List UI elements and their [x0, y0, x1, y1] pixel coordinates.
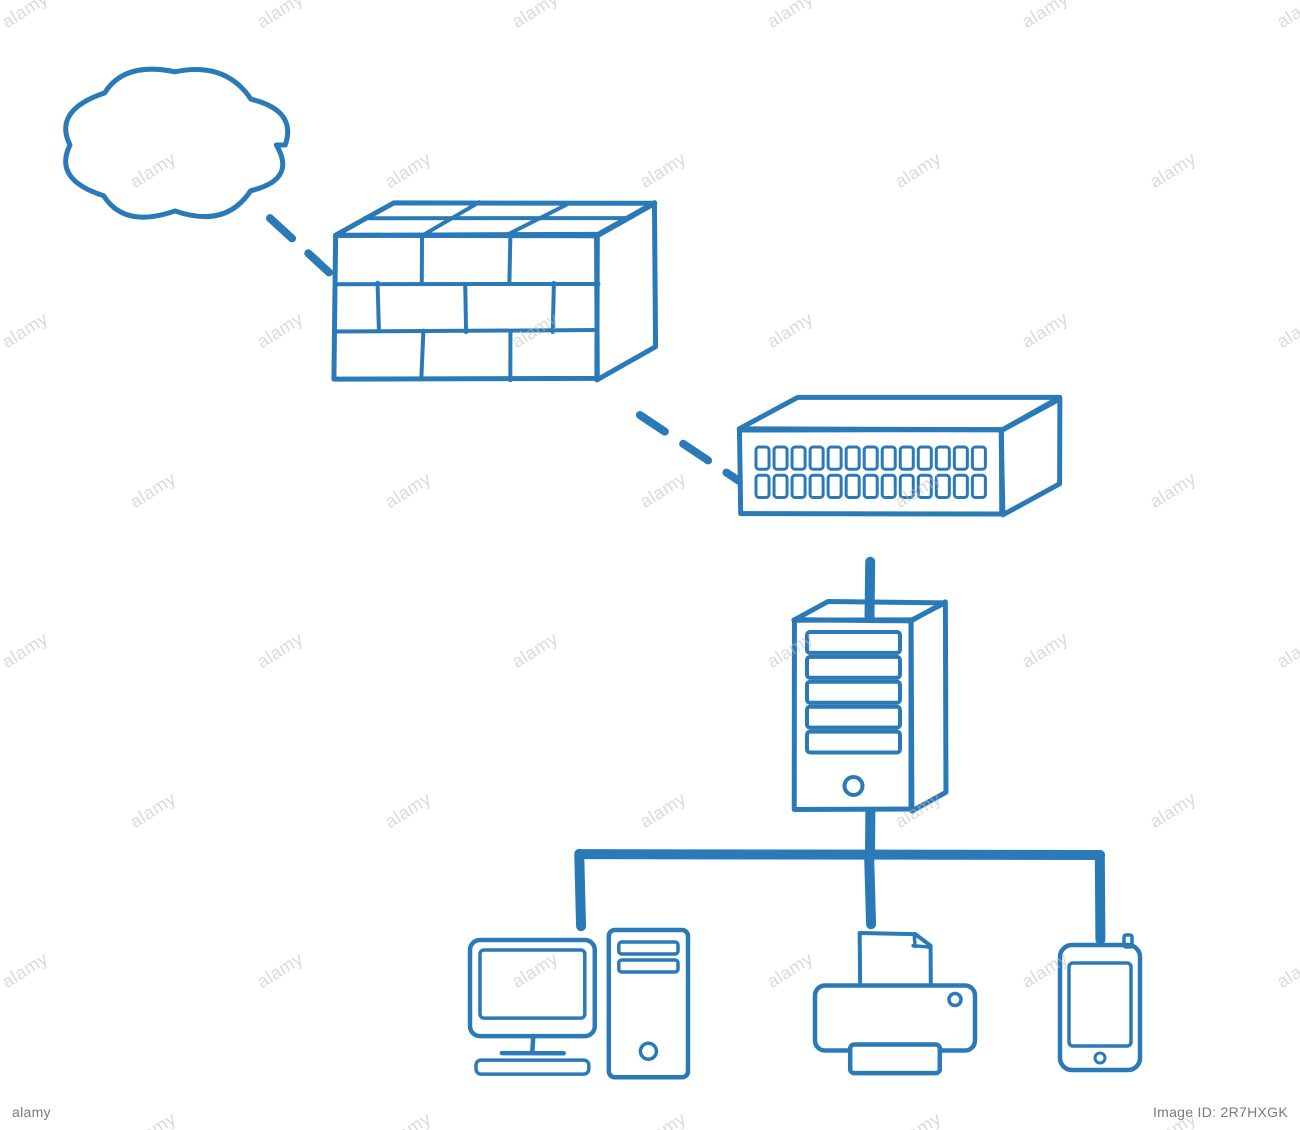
- watermark-text: alamy: [508, 0, 562, 33]
- watermark-text: alamy: [1273, 628, 1300, 673]
- watermark-text: alamy: [1146, 148, 1200, 193]
- watermark-text: alamy: [891, 148, 945, 193]
- watermark-text: alamy: [891, 788, 945, 833]
- watermark-text: alamy: [381, 788, 435, 833]
- watermark-text: alamy: [1018, 308, 1072, 353]
- watermark-text: alamy: [636, 1108, 690, 1130]
- watermark-text: alamy: [126, 468, 180, 513]
- watermark-text: alamy: [1018, 628, 1072, 673]
- watermark-text: alamy: [381, 148, 435, 193]
- watermark-text: alamy: [0, 948, 52, 993]
- watermark-text: alamy: [381, 468, 435, 513]
- watermark-text: alamy: [891, 1108, 945, 1130]
- watermark-text: alamy: [381, 1108, 435, 1130]
- watermark-text: alamy: [763, 308, 817, 353]
- watermark-text: alamy: [1273, 308, 1300, 353]
- watermark-text: alamy: [1146, 1108, 1200, 1130]
- watermark-text: alamy: [763, 628, 817, 673]
- watermark-text: alamy: [1018, 0, 1072, 33]
- watermark-text: alamy: [0, 0, 52, 33]
- watermark-text: alamy: [1018, 948, 1072, 993]
- watermark-text: alamy: [1146, 468, 1200, 513]
- watermark-text: alamy: [1273, 948, 1300, 993]
- watermark-text: alamy: [508, 628, 562, 673]
- watermark-text: alamy: [253, 628, 307, 673]
- watermark-text: alamy: [636, 468, 690, 513]
- watermark-text: alamy: [1273, 0, 1300, 33]
- watermark-text: alamy: [253, 308, 307, 353]
- watermark-text: alamy: [763, 948, 817, 993]
- watermark-text: alamy: [0, 628, 52, 673]
- watermark-text: alamy: [636, 788, 690, 833]
- watermark-text: alamy: [763, 0, 817, 33]
- diagram-stage: alamy alamy alamy alamy alamy alamy alamy alamy…: [0, 0, 1300, 1130]
- watermark-text: alamy: [1146, 788, 1200, 833]
- watermark-layer: alamy alamy alamy alamy alamy alamy alamy alamy…: [0, 0, 1300, 1130]
- watermark-text: alamy: [891, 468, 945, 513]
- watermark-text: alamy: [253, 948, 307, 993]
- watermark-text: alamy: [0, 308, 52, 353]
- watermark-text: alamy: [508, 948, 562, 993]
- watermark-text: alamy: [636, 148, 690, 193]
- watermark-text: alamy: [508, 308, 562, 353]
- watermark-text: alamy: [126, 788, 180, 833]
- watermark-text: alamy: [126, 1108, 180, 1130]
- watermark-text: alamy: [126, 148, 180, 193]
- watermark-text: alamy: [253, 0, 307, 33]
